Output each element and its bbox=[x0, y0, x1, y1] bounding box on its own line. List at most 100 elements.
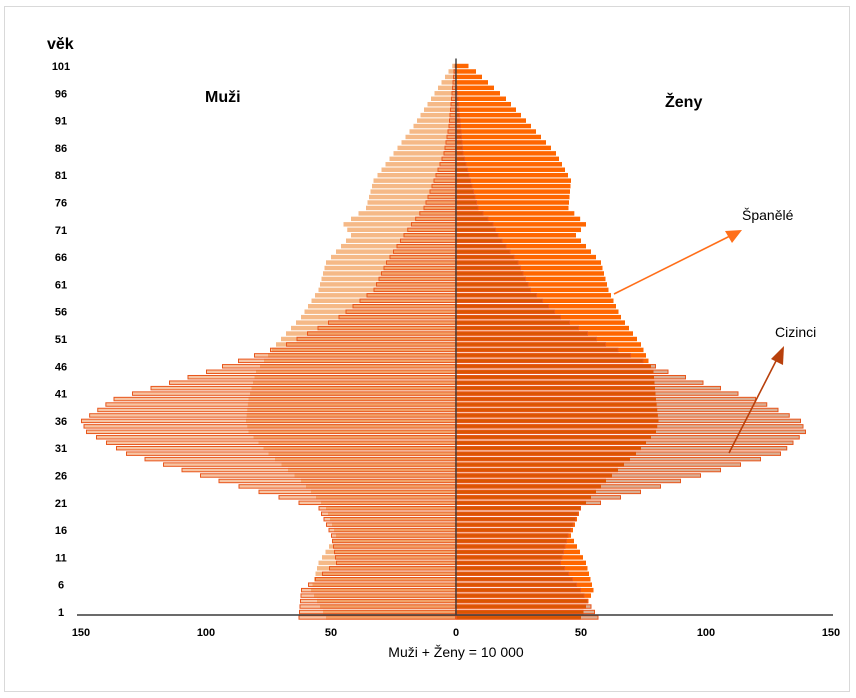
bar-foreigners-men-age-74 bbox=[419, 211, 457, 216]
bar-foreigners-women-age-27 bbox=[456, 467, 721, 473]
bar-foreigners-men-age-35 bbox=[83, 424, 456, 429]
bar-foreigners-women-age-59 bbox=[456, 293, 537, 298]
bar-spaniards-men-age-77 bbox=[369, 194, 456, 200]
bar-foreigners-men-age-52 bbox=[307, 331, 456, 336]
bar-spaniards-men-age-99 bbox=[445, 74, 456, 80]
bar-foreigners-women-age-15 bbox=[456, 533, 569, 538]
bar-foreigners-women-age-82 bbox=[456, 167, 468, 172]
bar-spaniards-women-age-71 bbox=[456, 227, 581, 233]
axes bbox=[77, 58, 833, 616]
bar-spaniards-women-age-12 bbox=[456, 549, 580, 555]
y-tick-label-91: 91 bbox=[55, 116, 67, 128]
bar-foreigners-women-age-75 bbox=[456, 205, 479, 211]
bar-spaniards-men-age-75 bbox=[366, 205, 456, 211]
bar-foreigners-women-age-37 bbox=[456, 413, 790, 418]
bar-spaniards-women-age-31 bbox=[456, 445, 641, 451]
y-tick-label-21: 21 bbox=[55, 498, 67, 510]
bar-spaniards-men-age-78 bbox=[370, 189, 456, 194]
bar-spaniards-women-age-99 bbox=[456, 74, 482, 80]
bar-foreigners-women-age-70 bbox=[456, 233, 499, 238]
bar-foreigners-women-age-28 bbox=[456, 462, 741, 467]
bar-foreigners-women-age-38 bbox=[456, 407, 779, 413]
bar-spaniards-men-age-85 bbox=[393, 151, 456, 156]
bar-foreigners-men-age-89 bbox=[447, 129, 456, 134]
bar-foreigners-women-age-76 bbox=[456, 200, 477, 205]
bar-spaniards-women-age-83 bbox=[456, 162, 562, 167]
bar-foreigners-men-age-13 bbox=[333, 544, 456, 549]
bar-spaniards-women-age-53 bbox=[456, 325, 629, 331]
bar-foreigners-men-age-54 bbox=[328, 320, 456, 325]
bar-spaniards-women-age-96 bbox=[456, 91, 500, 96]
bar-spaniards-women-age-23 bbox=[456, 489, 596, 495]
bar-foreigners-men-age-49 bbox=[270, 347, 456, 353]
bar-foreigners-men-age-99 bbox=[453, 74, 456, 80]
bar-foreigners-women-age-10 bbox=[456, 560, 561, 566]
bar-spaniards-men-age-71 bbox=[347, 227, 456, 233]
annotation-foreigners: Cizinci bbox=[775, 324, 816, 340]
bar-spaniards-women-age-18 bbox=[456, 516, 577, 522]
bar-foreigners-women-age-16 bbox=[456, 527, 571, 533]
bar-spaniards-women-age-44 bbox=[456, 374, 654, 380]
bar-spaniards-men-age-82 bbox=[381, 167, 456, 172]
bar-spaniards-women-age-78 bbox=[456, 189, 570, 194]
bar-foreigners-men-age-6 bbox=[308, 582, 456, 587]
bar-foreigners-women-age-50 bbox=[456, 342, 606, 347]
y-tick-label-41: 41 bbox=[55, 389, 67, 401]
bar-foreigners-women-age-47 bbox=[456, 358, 644, 364]
x-tick-label-5: 100 bbox=[697, 627, 715, 639]
bar-spaniards-women-age-85 bbox=[456, 151, 556, 156]
bar-spaniards-men-age-92 bbox=[420, 112, 456, 118]
bar-foreigners-women-age-54 bbox=[456, 320, 570, 325]
bar-foreigners-men-age-14 bbox=[332, 538, 456, 544]
bar-foreigners-women-age-52 bbox=[456, 331, 588, 336]
bar-spaniards-women-age-10 bbox=[456, 560, 586, 566]
bar-foreigners-men-age-72 bbox=[411, 222, 456, 227]
bar-spaniards-women-age-57 bbox=[456, 304, 616, 309]
bar-foreigners-women-age-57 bbox=[456, 304, 549, 309]
bar-foreigners-men-age-47 bbox=[238, 358, 456, 364]
bar-foreigners-women-age-62 bbox=[456, 276, 526, 282]
bar-spaniards-women-age-2 bbox=[456, 604, 586, 609]
bar-spaniards-women-age-58 bbox=[456, 298, 614, 304]
bar-spaniards-women-age-76 bbox=[456, 200, 569, 205]
bar-foreigners-women-age-74 bbox=[456, 211, 484, 216]
bar-foreigners-men-age-59 bbox=[366, 293, 456, 298]
bar-foreigners-women-age-63 bbox=[456, 271, 524, 276]
bar-spaniards-women-age-69 bbox=[456, 238, 581, 243]
y-tick-label-96: 96 bbox=[55, 88, 67, 100]
bar-foreigners-men-age-37 bbox=[89, 413, 456, 418]
bar-spaniards-women-age-11 bbox=[456, 555, 583, 560]
bar-spaniards-women-age-28 bbox=[456, 462, 624, 467]
bar-foreigners-men-age-68 bbox=[396, 243, 456, 249]
bar-spaniards-women-age-90 bbox=[456, 123, 531, 129]
bar-foreigners-men-age-80 bbox=[433, 178, 456, 183]
y-tick-label-51: 51 bbox=[55, 334, 67, 346]
y-tick-label-6: 6 bbox=[58, 580, 64, 592]
bar-foreigners-men-age-2 bbox=[299, 604, 456, 609]
bar-foreigners-women-age-4 bbox=[456, 593, 585, 598]
bar-foreigners-women-age-61 bbox=[456, 282, 529, 287]
bar-foreigners-men-age-20 bbox=[318, 506, 456, 511]
women-label: Ženy bbox=[665, 92, 702, 111]
bar-spaniards-women-age-91 bbox=[456, 118, 526, 123]
bar-spaniards-men-age-81 bbox=[377, 172, 456, 178]
bar-foreigners-women-age-41 bbox=[456, 391, 739, 396]
bar-foreigners-men-age-51 bbox=[296, 336, 456, 342]
bar-foreigners-women-age-93 bbox=[456, 107, 460, 112]
bar-foreigners-women-age-3 bbox=[456, 598, 588, 604]
bar-foreigners-women-age-73 bbox=[456, 216, 489, 222]
bar-spaniards-women-age-47 bbox=[456, 358, 649, 364]
bar-foreigners-women-age-32 bbox=[456, 440, 794, 445]
bar-spaniards-women-age-65 bbox=[456, 260, 601, 265]
bar-spaniards-men-age-83 bbox=[385, 162, 456, 167]
bar-spaniards-women-age-66 bbox=[456, 254, 596, 260]
bar-foreigners-men-age-94 bbox=[450, 101, 456, 107]
y-tick-label-31: 31 bbox=[55, 443, 67, 455]
bar-foreigners-men-age-97 bbox=[452, 85, 456, 91]
bar-foreigners-men-age-41 bbox=[132, 391, 456, 396]
bar-foreigners-women-age-49 bbox=[456, 347, 619, 353]
bar-foreigners-men-age-48 bbox=[254, 353, 456, 358]
bar-foreigners-men-age-55 bbox=[338, 314, 456, 320]
bar-foreigners-men-age-11 bbox=[335, 555, 456, 560]
bar-foreigners-men-age-7 bbox=[315, 577, 456, 582]
